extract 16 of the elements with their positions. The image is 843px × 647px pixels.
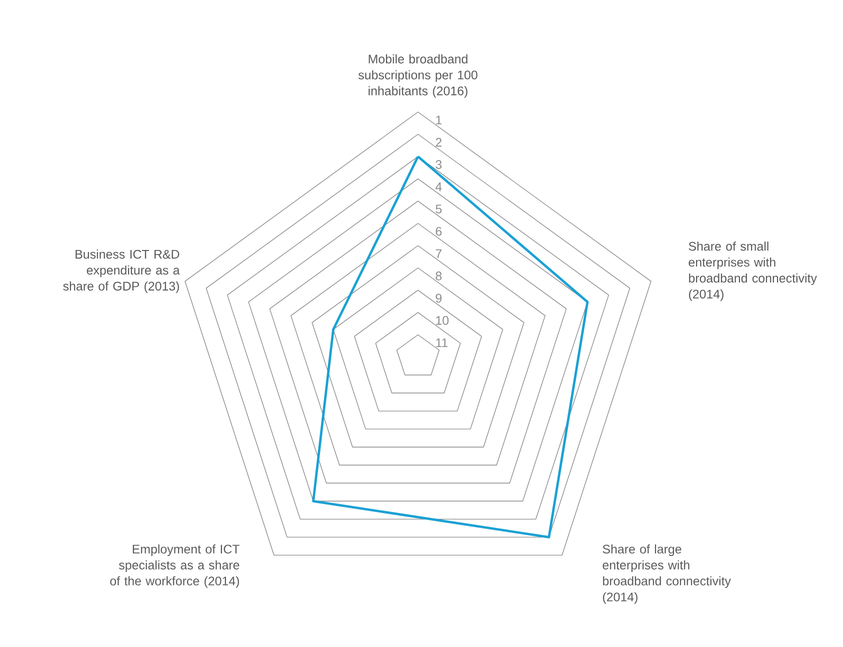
spoke-label: Business ICT R&D expenditure as a share of GDP (2013): [63, 250, 180, 294]
y-tick-label: 11: [436, 338, 448, 348]
y-tick-label: 5: [436, 204, 442, 214]
y-tick-label: 7: [436, 249, 442, 258]
y-tick-label: 9: [436, 294, 442, 303]
y-tick-label: 4: [435, 182, 442, 192]
spoke-label: Share of large enterprises with broadband connectivity (2014): [602, 544, 731, 604]
y-tick-label: 8: [436, 272, 442, 280]
y-tick-label: 6: [436, 226, 442, 236]
y-tick-label: 1: [436, 116, 442, 124]
y-tick-label: 2: [436, 138, 442, 147]
y-tick-label: 3: [436, 160, 442, 169]
y-tick-label: 10: [436, 316, 449, 325]
spoke-label: Mobile broadband subscriptions per 100 inhabitants (2016): [358, 54, 478, 98]
spoke-label: Employment of ICT specialists as a share of the workforce (2014): [110, 544, 240, 588]
spoke-label: Share of small enterprises with broadband connectivity (2014): [688, 242, 817, 301]
